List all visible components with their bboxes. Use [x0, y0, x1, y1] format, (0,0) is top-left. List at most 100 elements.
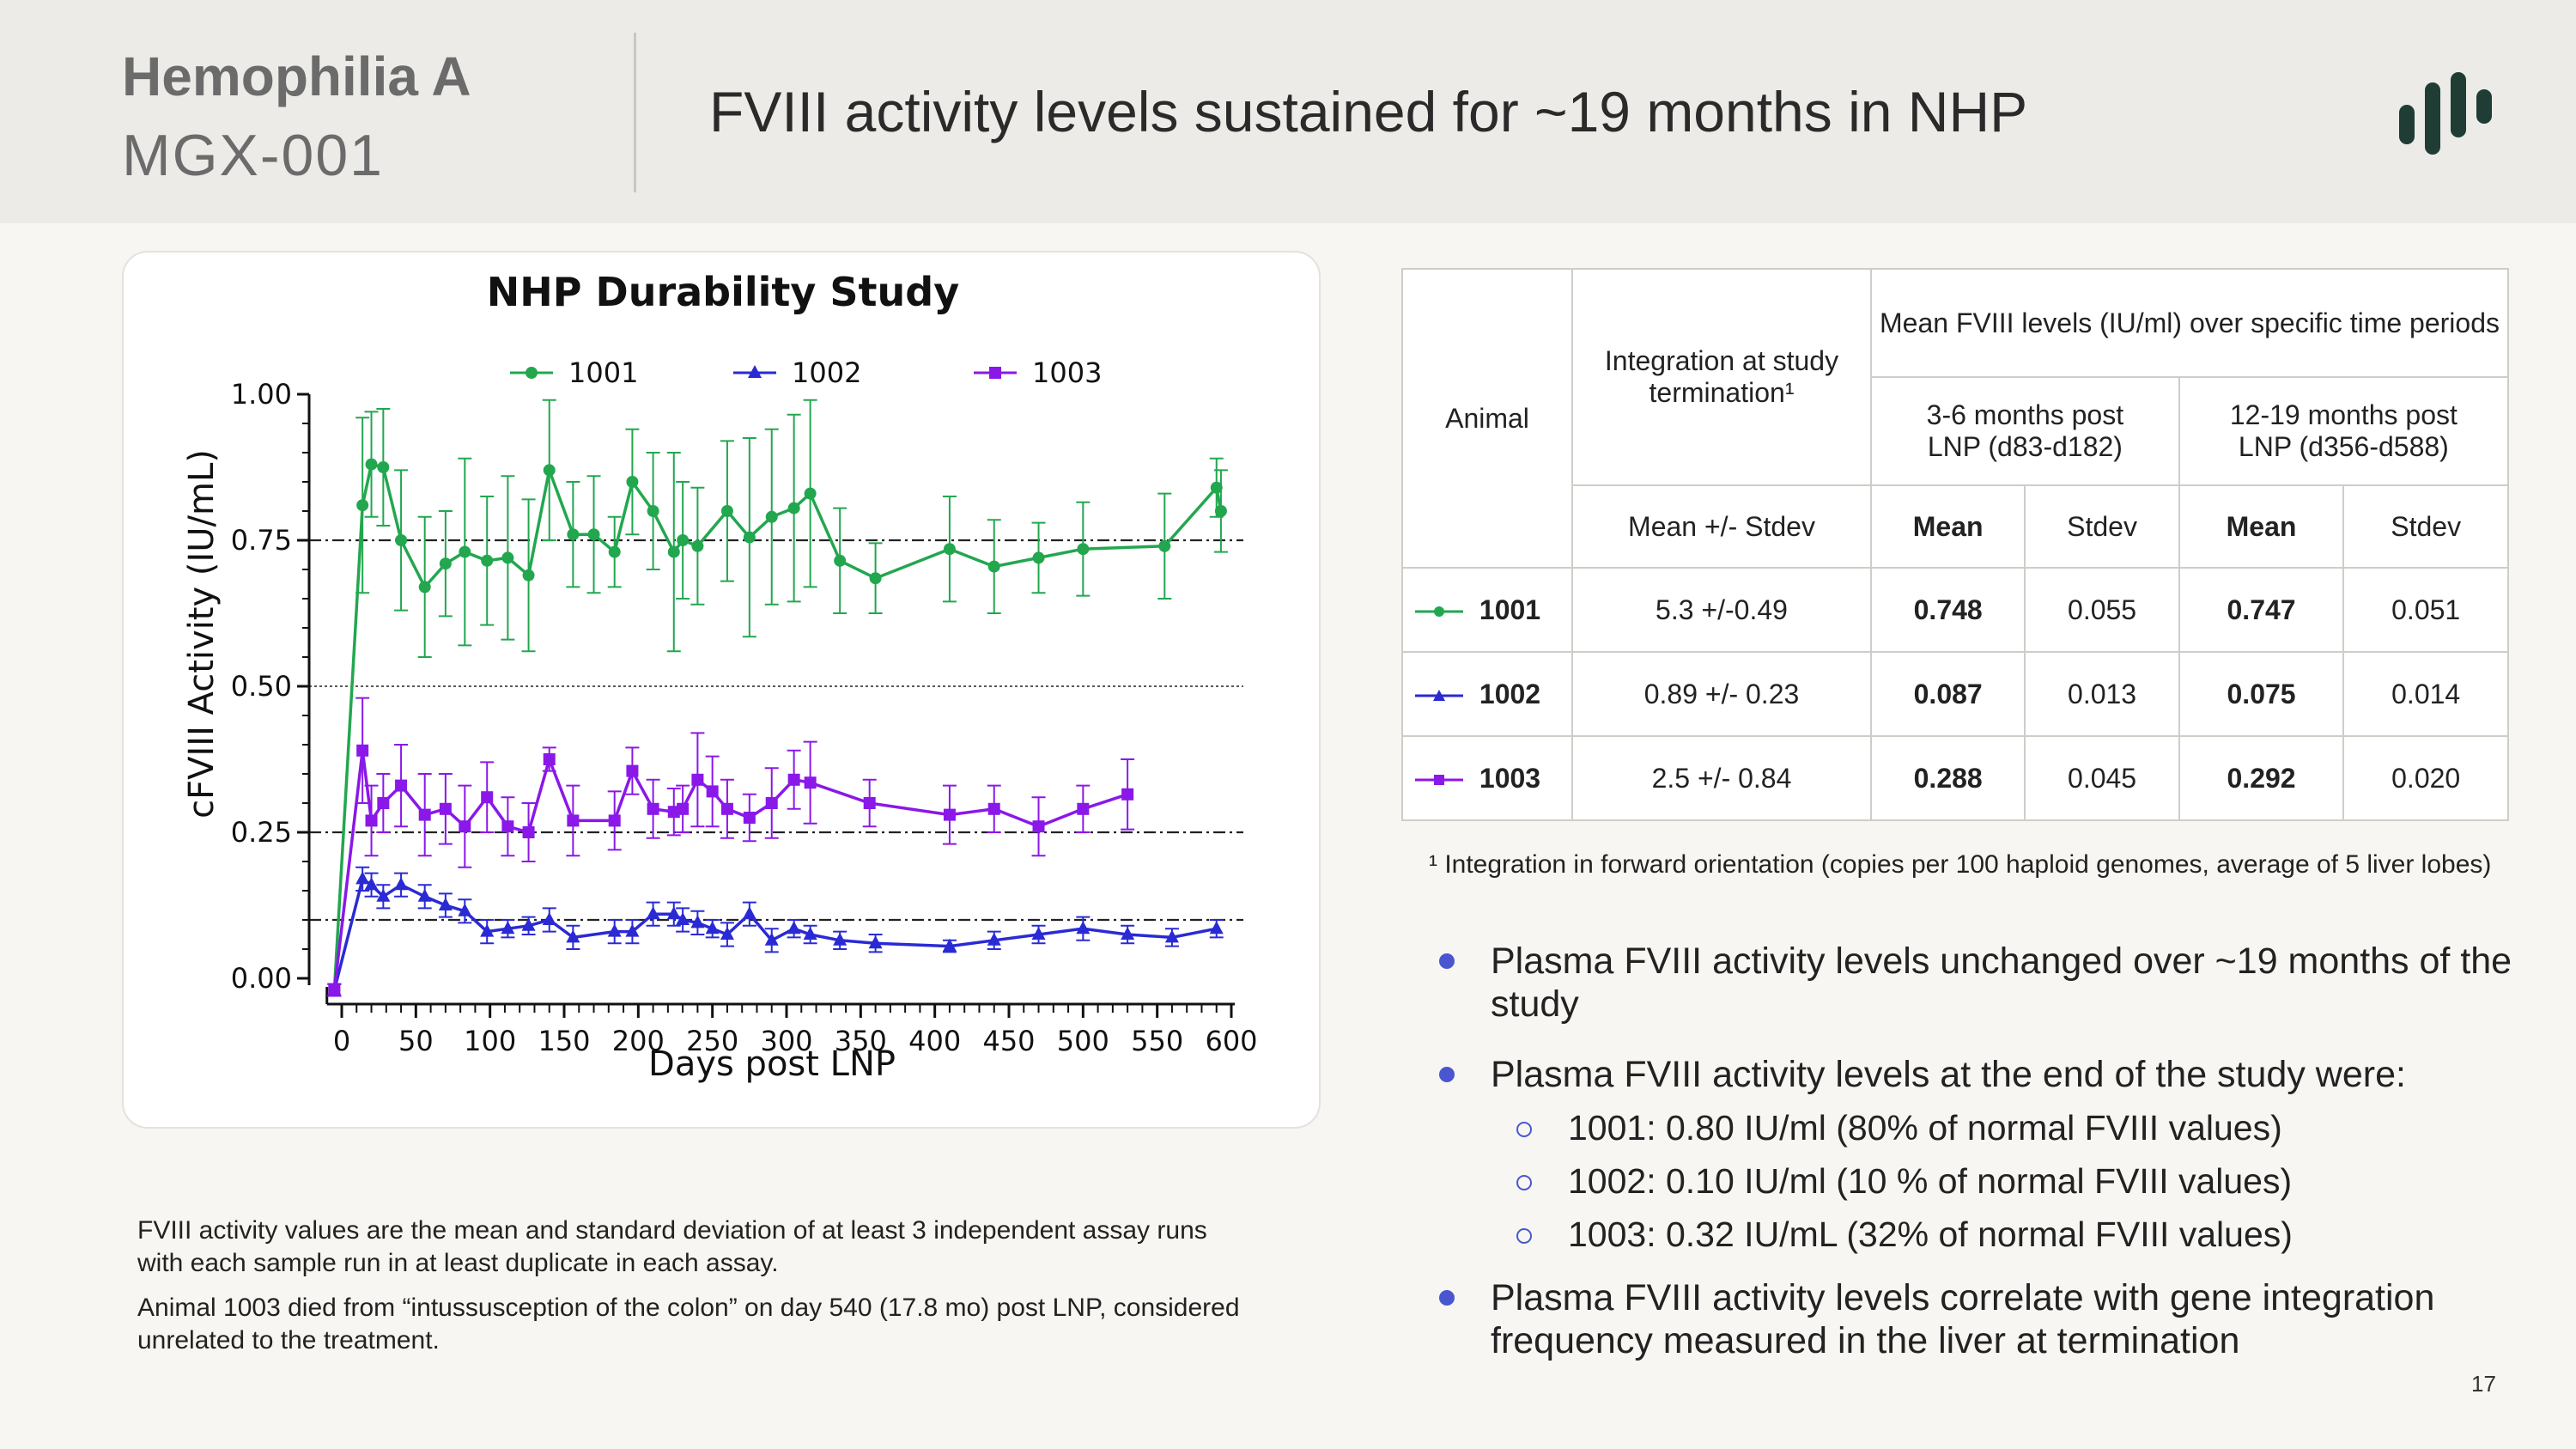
bullet-dot-icon [1439, 1067, 1455, 1082]
integration-cell: 5.3 +/-0.49 [1571, 567, 1872, 653]
point-1001 [647, 505, 659, 517]
x-tick-label: 550 [1131, 1025, 1183, 1057]
point-1001 [1214, 505, 1227, 517]
point-1003 [1032, 820, 1045, 833]
point-1001 [459, 545, 471, 558]
x-tick-label: 350 [835, 1025, 887, 1057]
point-1002 [803, 927, 817, 940]
point-1001 [377, 461, 390, 473]
p1-mean-cell: 0.288 [1869, 735, 2026, 821]
point-1002 [987, 932, 1001, 946]
bullet-correlation: Plasma FVIII activity levels correlate w… [1439, 1276, 2545, 1362]
point-1003 [943, 808, 956, 821]
p2-mean-cell: 0.075 [2178, 651, 2345, 737]
x-tick-label: 450 [982, 1025, 1035, 1057]
animal-id: 1001 [1479, 594, 1541, 625]
point-1003 [706, 785, 719, 798]
point-1003 [356, 744, 369, 757]
p1-stdev-cell: 0.045 [2024, 735, 2180, 821]
point-1003 [522, 826, 535, 838]
bullet-unchanged: Plasma FVIII activity levels unchanged o… [1439, 940, 2545, 1026]
point-1002 [764, 932, 779, 946]
header-animal: Animal [1401, 268, 1573, 569]
point-1002 [787, 921, 801, 935]
point-1003 [863, 797, 876, 809]
point-1002 [1031, 927, 1046, 940]
point-1003 [365, 814, 378, 827]
point-1003 [804, 776, 817, 789]
table-header-row: Animal Integration at study termination¹… [1401, 268, 2509, 569]
point-1001 [395, 534, 408, 546]
bullet-dot-icon [1439, 1290, 1455, 1306]
point-1001 [787, 502, 800, 514]
bullet-end-of-study: Plasma FVIII activity levels at the end … [1439, 1053, 2545, 1096]
y-tick-label: 0.75 [231, 524, 292, 557]
point-1001 [1158, 539, 1171, 552]
point-1002 [720, 927, 734, 940]
point-1002 [480, 923, 495, 937]
sub-bullet-text: 1001: 0.80 IU/ml (80% of normal FVIII va… [1568, 1108, 2282, 1148]
point-1003 [1121, 788, 1134, 801]
point-1002 [355, 871, 370, 885]
slide-headline: FVIII activity levels sustained for ~19 … [709, 80, 2028, 143]
p2-stdev-cell: 0.051 [2342, 567, 2509, 653]
x-tick-label: 150 [538, 1025, 590, 1057]
fviii-summary-table: Animal Integration at study termination¹… [1401, 268, 2510, 821]
header-period-2: 12-19 months post LNP (d356-d588) [2178, 376, 2510, 486]
table-row: 1001 5.3 +/-0.49 0.748 0.055 0.747 0.051 [1401, 567, 2509, 653]
point-1002 [521, 917, 536, 931]
p2-mean-cell: 0.292 [2178, 735, 2345, 821]
series-line-1003 [332, 750, 1128, 990]
sub-bullet-1001: 1001: 0.80 IU/ml (80% of normal FVIII va… [1516, 1101, 2545, 1154]
sub-bullet-text: 1002: 0.10 IU/ml (10 % of normal FVIII v… [1568, 1161, 2293, 1201]
integration-cell: 0.89 +/- 0.23 [1571, 651, 1872, 737]
page-number: 17 [2471, 1371, 2496, 1397]
legend-label-1003: 1003 [1032, 356, 1102, 389]
header-mean-levels: Mean FVIII levels (IU/ml) over specific … [1870, 268, 2509, 378]
company-logo-icon [2399, 72, 2492, 155]
chart-notes: FVIII activity values are the mean and s… [137, 1215, 1254, 1369]
point-1003 [626, 764, 639, 777]
point-1003 [787, 773, 800, 786]
program-code: MGX-001 [122, 123, 384, 188]
legend-label-1002: 1002 [792, 356, 861, 389]
point-1002 [376, 888, 391, 902]
point-1003 [677, 802, 690, 815]
x-tick-label: 200 [612, 1025, 665, 1057]
point-1002 [705, 921, 720, 935]
table-subheader-row: Mean +/- Stdev Mean Stdev Mean Stdev [1402, 484, 2509, 569]
point-1002 [417, 888, 432, 902]
point-1002 [458, 903, 472, 916]
point-1003 [720, 802, 733, 815]
x-tick-label: 0 [333, 1025, 350, 1057]
header-p2-mean: Mean [2178, 484, 2345, 569]
chart-card: NHP Durability Study Days post LNP cFVII… [122, 251, 1321, 1129]
point-1001 [501, 551, 514, 564]
point-1002 [625, 923, 640, 937]
p1-mean-cell: 0.748 [1869, 567, 2026, 653]
x-tick-label: 100 [464, 1025, 516, 1057]
header-p1-mean: Mean [1869, 484, 2026, 569]
point-1002 [942, 938, 957, 952]
animal-cell: 1003 [1401, 735, 1573, 821]
point-1002 [1121, 927, 1135, 940]
point-1003 [1077, 802, 1090, 815]
point-1001 [743, 531, 756, 544]
sub-bullet-circle-icon [1516, 1122, 1532, 1137]
point-1003 [481, 791, 494, 804]
legend-marker-1003 [989, 367, 1001, 379]
header-bar: Hemophilia A MGX-001 FVIII activity leve… [0, 0, 2576, 223]
point-1001 [567, 528, 580, 541]
header-p2-stdev: Stdev [2342, 484, 2509, 569]
point-1002 [1076, 921, 1091, 935]
point-1003 [691, 773, 704, 786]
point-1003 [439, 802, 452, 815]
point-1001 [1032, 551, 1045, 564]
point-1001 [667, 545, 680, 558]
point-1002 [1209, 921, 1224, 935]
point-1001 [765, 510, 778, 523]
legend-1001-icon [1415, 606, 1463, 618]
point-1002 [438, 898, 453, 910]
sub-bullet-circle-icon [1516, 1175, 1532, 1190]
sub-bullet-1003: 1003: 0.32 IU/mL (32% of normal FVIII va… [1516, 1208, 2545, 1261]
